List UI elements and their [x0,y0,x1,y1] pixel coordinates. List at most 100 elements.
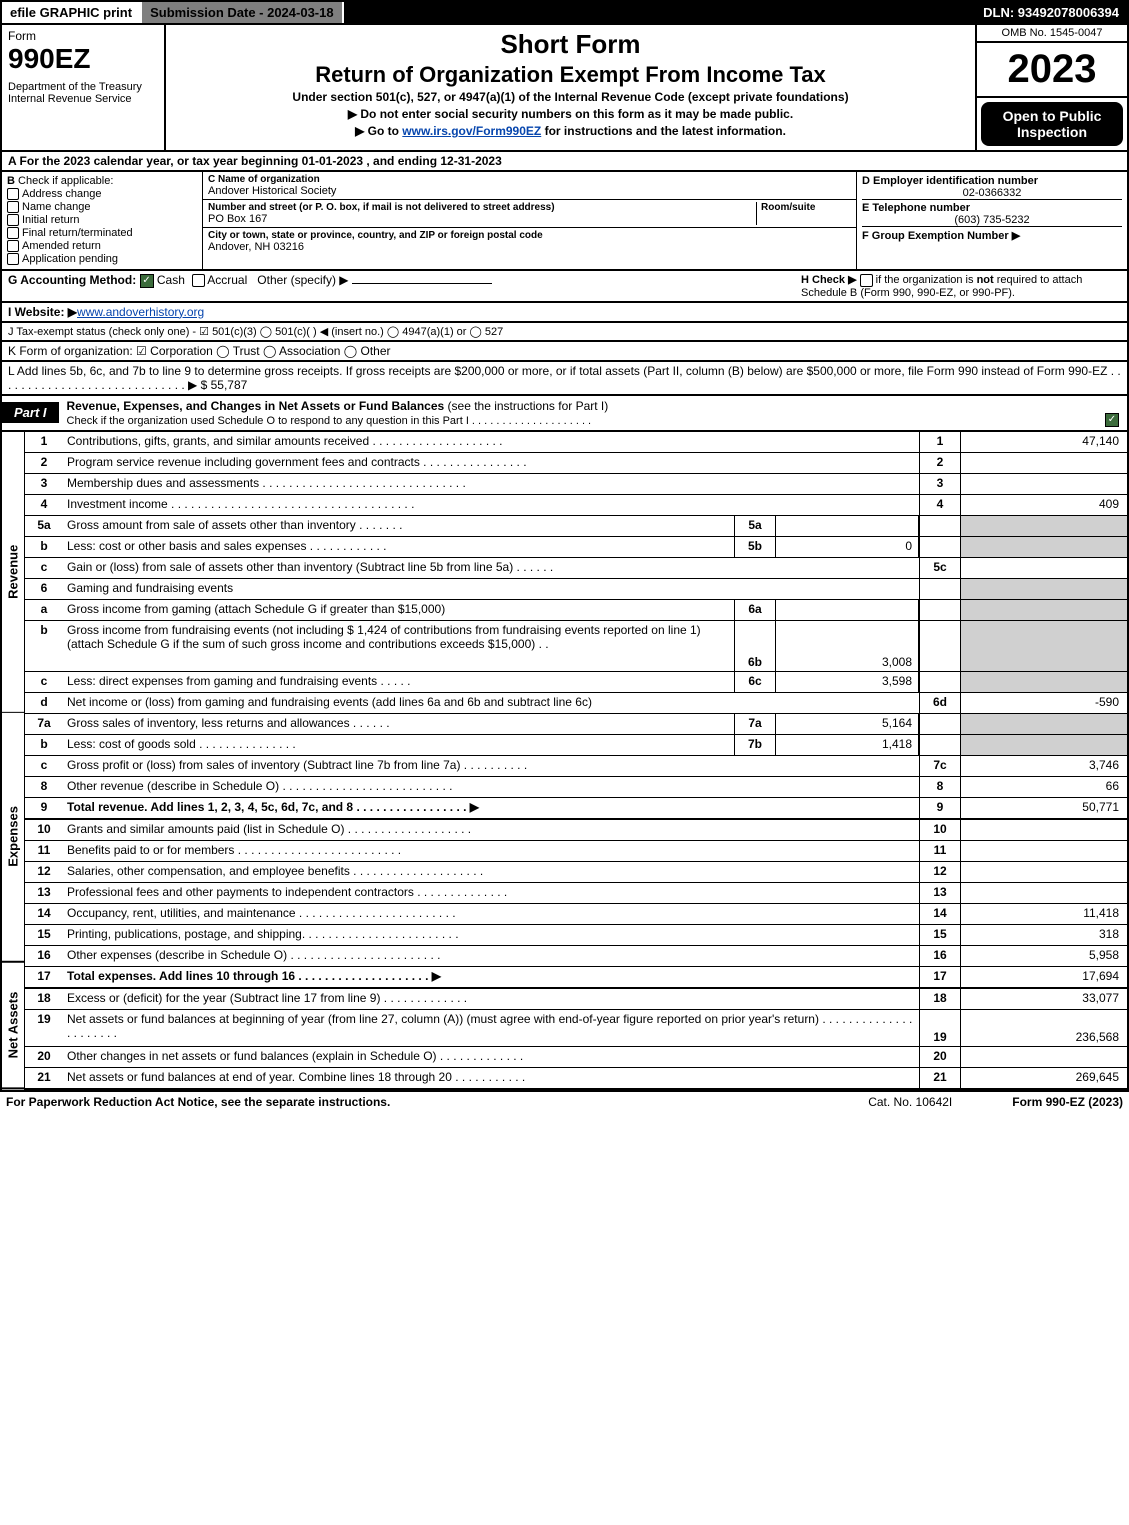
line-6a: aGross income from gaming (attach Schedu… [25,600,1127,621]
footer-left: For Paperwork Reduction Act Notice, see … [6,1095,390,1109]
footer-right: Form 990-EZ (2023) [1012,1095,1123,1109]
irs-link[interactable]: www.irs.gov/Form990EZ [402,124,541,138]
line-13: 13Professional fees and other payments t… [25,883,1127,904]
chk-initial-return[interactable]: Initial return [7,214,197,226]
part-i-body: Revenue Expenses Net Assets 1Contributio… [0,432,1129,1090]
form-word: Form [8,29,158,43]
city-label: City or town, state or province, country… [208,230,851,241]
ein-label: D Employer identification number [862,175,1122,187]
form-number: 990EZ [8,43,158,75]
line-7c: cGross profit or (loss) from sales of in… [25,756,1127,777]
header-left: Form 990EZ Department of the Treasury In… [2,25,166,150]
header-center: Short Form Return of Organization Exempt… [166,25,977,150]
footer: For Paperwork Reduction Act Notice, see … [0,1090,1129,1112]
chk-final-return[interactable]: Final return/terminated [7,227,197,239]
title-short-form: Short Form [170,29,971,60]
line-6: 6Gaming and fundraising events [25,579,1127,600]
checkbox-icon[interactable] [860,274,873,287]
header-right: OMB No. 1545-0047 2023 Open to Public In… [977,25,1127,150]
line-5c: cGain or (loss) from sale of assets othe… [25,558,1127,579]
line-15: 15Printing, publications, postage, and s… [25,925,1127,946]
org-city: Andover, NH 03216 [208,241,851,253]
org-name: Andover Historical Society [208,185,851,197]
checkbox-icon [7,214,19,226]
line-14: 14Occupancy, rent, utilities, and mainte… [25,904,1127,925]
line-10: 10Grants and similar amounts paid (list … [25,820,1127,841]
chk-amended-return[interactable]: Amended return [7,240,197,252]
line-1: 1Contributions, gifts, grants, and simil… [25,432,1127,453]
line-5a: 5aGross amount from sale of assets other… [25,516,1127,537]
part-title: Revenue, Expenses, and Changes in Net As… [59,396,1127,430]
line-6d: dNet income or (loss) from gaming and fu… [25,693,1127,714]
tel-label: E Telephone number [862,199,1122,214]
line-8: 8Other revenue (describe in Schedule O) … [25,777,1127,798]
dln: DLN: 93492078006394 [975,2,1127,23]
open-to-public: Open to Public Inspection [981,102,1123,146]
line-3: 3Membership dues and assessments . . . .… [25,474,1127,495]
line-17: 17Total expenses. Add lines 10 through 1… [25,967,1127,989]
line-7a: 7aGross sales of inventory, less returns… [25,714,1127,735]
website-link[interactable]: www.andoverhistory.org [77,305,204,319]
line-6c: cLess: direct expenses from gaming and f… [25,672,1127,693]
chk-name-change[interactable]: Name change [7,201,197,213]
part-label: Part I [2,402,59,423]
efile-label[interactable]: efile GRAPHIC print [2,2,142,23]
tax-year: 2023 [977,43,1127,98]
col-c: C Name of organization Andover Historica… [203,172,857,269]
addr-label: Number and street (or P. O. box, if mail… [208,202,756,213]
pointer-1: ▶ Do not enter social security numbers o… [170,107,971,121]
checkbox-icon[interactable] [192,274,205,287]
form-header: Form 990EZ Department of the Treasury In… [0,25,1129,152]
line-12: 12Salaries, other compensation, and empl… [25,862,1127,883]
line-2: 2Program service revenue including gover… [25,453,1127,474]
row-j: J Tax-exempt status (check only one) - ☑… [0,323,1129,342]
row-a: A For the 2023 calendar year, or tax yea… [0,152,1129,172]
dept: Department of the Treasury [8,81,158,93]
checkbox-icon [7,253,19,265]
checkbox-checked-icon: ✓ [1105,413,1119,427]
line-5b: bLess: cost or other basis and sales exp… [25,537,1127,558]
line-7b: bLess: cost of goods sold . . . . . . . … [25,735,1127,756]
chk-address-change[interactable]: Address change [7,188,197,200]
line-9: 9Total revenue. Add lines 1, 2, 3, 4, 5c… [25,798,1127,820]
ein: 02-0366332 [862,187,1122,199]
line-19: 19Net assets or fund balances at beginni… [25,1010,1127,1047]
name-label: C Name of organization [208,174,851,185]
line-16: 16Other expenses (describe in Schedule O… [25,946,1127,967]
checkbox-icon [7,188,19,200]
checkbox-icon [7,201,19,213]
row-l: L Add lines 5b, 6c, and 7b to line 9 to … [0,362,1129,396]
line-18: 18Excess or (deficit) for the year (Subt… [25,989,1127,1010]
chk-application-pending[interactable]: Application pending [7,253,197,265]
footer-cat: Cat. No. 10642I [868,1095,952,1109]
title-return: Return of Organization Exempt From Incom… [170,62,971,88]
line-4: 4Investment income . . . . . . . . . . .… [25,495,1127,516]
row-g-h: G Accounting Method: ✓ Cash Accrual Othe… [0,271,1129,303]
omb-number: OMB No. 1545-0047 [977,25,1127,43]
row-k: K Form of organization: ☑ Corporation ◯ … [0,342,1129,362]
room-label: Room/suite [761,202,851,213]
top-bar: efile GRAPHIC print Submission Date - 20… [0,0,1129,25]
tel: (603) 735-5232 [862,214,1122,226]
group-exemption-label: F Group Exemption Number ▶ [862,226,1122,242]
vert-netassets: Net Assets [2,963,24,1089]
irs: Internal Revenue Service [8,93,158,105]
section-b-to-f: B Check if applicable: Address change Na… [0,172,1129,271]
checkbox-icon [7,240,19,252]
line-21: 21Net assets or fund balances at end of … [25,1068,1127,1090]
gross-receipts: 55,787 [211,378,248,392]
subtitle: Under section 501(c), 527, or 4947(a)(1)… [170,90,971,104]
checkbox-icon [7,227,19,239]
submission-date: Submission Date - 2024-03-18 [142,2,344,23]
col-d: D Employer identification number 02-0366… [857,172,1127,269]
vert-expenses: Expenses [2,712,24,963]
line-11: 11Benefits paid to or for members . . . … [25,841,1127,862]
org-address: PO Box 167 [208,213,756,225]
line-6b: bGross income from fundraising events (n… [25,621,1127,672]
row-i: I Website: ▶www.andoverhistory.org [0,303,1129,323]
part-i-header: Part I Revenue, Expenses, and Changes in… [0,396,1129,432]
pointer-2: ▶ Go to www.irs.gov/Form990EZ for instru… [170,124,971,138]
checkbox-checked-icon: ✓ [140,274,154,288]
col-b: B Check if applicable: Address change Na… [2,172,203,269]
vert-revenue: Revenue [2,432,24,713]
